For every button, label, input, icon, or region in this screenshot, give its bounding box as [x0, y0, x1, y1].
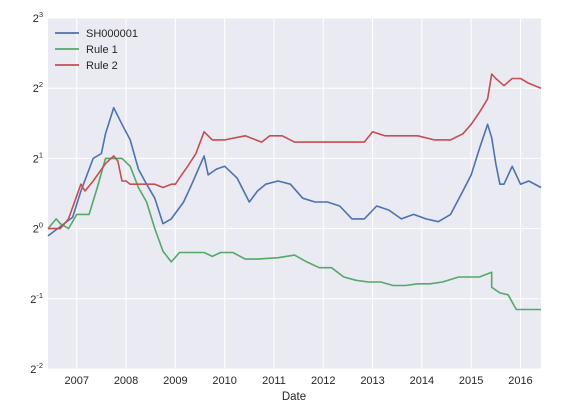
legend-label-rule-2: Rule 2 — [86, 60, 118, 72]
y-tick-label: 23 — [33, 10, 43, 25]
x-tick-label: 2013 — [360, 375, 384, 387]
series-line-sh000001 — [47, 106, 542, 237]
x-tick-label: 2016 — [508, 375, 532, 387]
y-tick-labels: 2-2 2-1 20 21 22 23 — [30, 10, 43, 376]
legend: SH000001 Rule 1 Rule 2 — [55, 28, 138, 72]
plot-area — [48, 18, 541, 369]
legend-label-rule-1: Rule 1 — [86, 44, 118, 56]
x-axis-label: Date — [282, 391, 306, 403]
x-tick-label: 2008 — [114, 375, 138, 387]
x-tick-label: 2015 — [459, 375, 483, 387]
series-line-rule-2 — [48, 73, 542, 230]
x-tick-label: 2011 — [262, 375, 286, 387]
grid-lines — [48, 17, 541, 370]
y-tick-label: 22 — [33, 80, 43, 95]
x-tick-labels: 2007 2008 2009 2010 2011 2012 2013 2014 2015 2016 — [65, 375, 533, 387]
series-layer — [47, 73, 542, 311]
x-tick-label: 2012 — [311, 375, 335, 387]
y-tick-label: 20 — [33, 221, 43, 236]
legend-label-sh000001: SH000001 — [86, 28, 138, 40]
x-tick-label: 2010 — [212, 375, 236, 387]
x-tick-label: 2007 — [65, 375, 89, 387]
y-tick-label: 2-1 — [30, 291, 43, 306]
y-tick-label: 2-2 — [30, 361, 43, 376]
x-tick-label: 2014 — [410, 375, 434, 387]
y-tick-label: 21 — [33, 150, 43, 165]
x-tick-label: 2009 — [163, 375, 187, 387]
series-line-rule-1 — [47, 157, 541, 311]
